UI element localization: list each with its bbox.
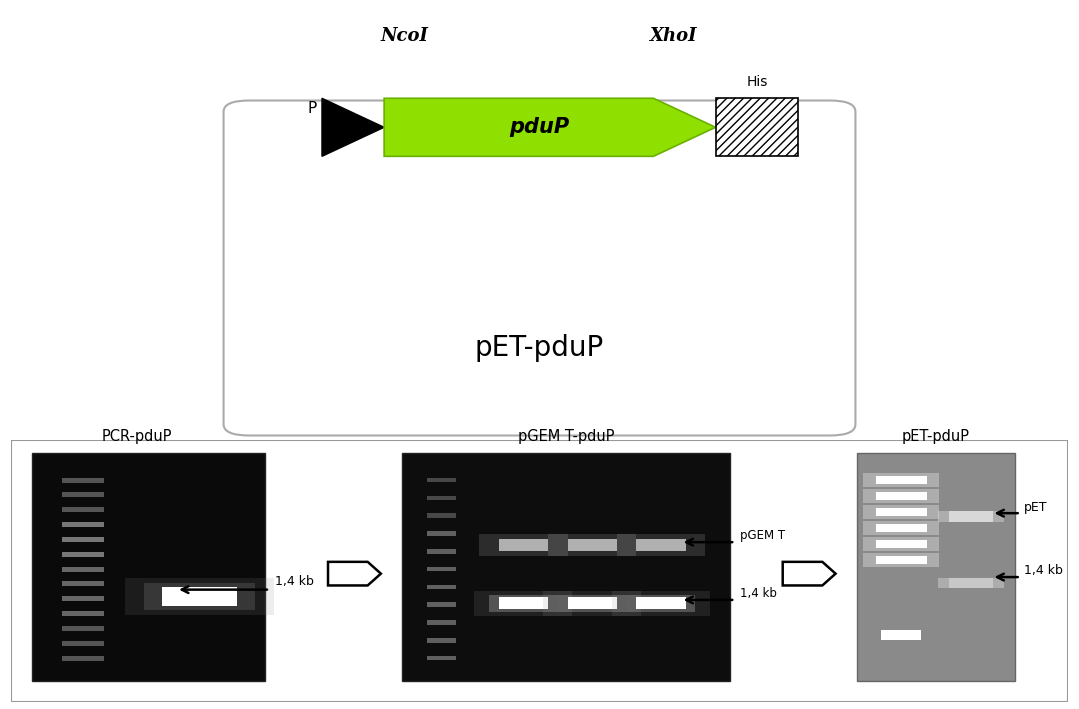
Bar — [863, 553, 939, 566]
Bar — [125, 579, 274, 615]
Polygon shape — [384, 99, 715, 156]
Text: P: P — [308, 101, 317, 116]
Bar — [489, 595, 558, 612]
Bar — [948, 578, 993, 588]
Bar — [426, 549, 456, 554]
Text: pET: pET — [1024, 501, 1048, 515]
Bar — [498, 539, 548, 551]
Bar — [63, 626, 104, 631]
Text: pduP: pduP — [509, 117, 570, 138]
Bar — [876, 491, 927, 501]
Bar — [63, 522, 104, 527]
Bar — [479, 535, 568, 556]
Bar — [543, 591, 641, 615]
Polygon shape — [782, 562, 835, 586]
Bar — [637, 597, 685, 610]
Text: 1,4 kb: 1,4 kb — [275, 575, 314, 588]
Bar — [426, 513, 456, 518]
Bar — [63, 596, 104, 601]
Bar — [426, 531, 456, 536]
Text: pGEM T: pGEM T — [740, 529, 786, 542]
Bar — [548, 535, 637, 556]
Bar — [715, 99, 798, 156]
Text: PCR-pduP: PCR-pduP — [101, 428, 172, 444]
Bar — [617, 535, 706, 556]
Text: NcoI: NcoI — [381, 27, 428, 45]
Text: XhoI: XhoI — [651, 27, 698, 45]
Bar — [63, 641, 104, 646]
Bar — [63, 493, 104, 498]
Bar — [637, 539, 685, 551]
Bar — [948, 511, 993, 522]
Bar — [426, 656, 456, 660]
Bar — [568, 597, 617, 610]
Bar — [857, 452, 1015, 681]
Bar — [63, 656, 104, 661]
Bar — [558, 595, 627, 612]
Polygon shape — [328, 562, 381, 586]
Text: T7: T7 — [327, 120, 339, 130]
Bar — [63, 507, 104, 513]
Bar — [63, 611, 104, 616]
Text: 1,4 kb: 1,4 kb — [740, 587, 777, 600]
Text: 1,4 kb: 1,4 kb — [1024, 564, 1063, 577]
Text: His: His — [747, 75, 768, 89]
Bar — [162, 587, 236, 605]
Bar — [32, 452, 264, 681]
Bar — [876, 508, 927, 516]
Bar — [863, 506, 939, 518]
Bar — [426, 566, 456, 571]
Bar — [863, 537, 939, 551]
Bar — [144, 583, 256, 610]
Text: pGEM T-pduP: pGEM T-pduP — [518, 428, 614, 444]
Bar — [63, 566, 104, 571]
Bar — [876, 476, 927, 484]
Bar — [426, 478, 456, 482]
Bar — [612, 591, 710, 615]
Bar — [426, 496, 456, 500]
Bar — [426, 638, 456, 642]
Bar — [426, 603, 456, 607]
Text: pET-pduP: pET-pduP — [475, 335, 604, 362]
Bar — [863, 521, 939, 535]
Bar — [63, 537, 104, 542]
Bar — [882, 630, 921, 640]
Bar — [474, 591, 573, 615]
Bar — [938, 511, 1005, 522]
Bar — [402, 452, 729, 681]
Bar — [863, 474, 939, 486]
Bar — [938, 578, 1005, 588]
Bar — [426, 585, 456, 589]
Bar — [876, 540, 927, 548]
Bar — [63, 581, 104, 586]
Polygon shape — [322, 99, 384, 156]
Bar — [426, 620, 456, 625]
Bar — [627, 595, 696, 612]
FancyBboxPatch shape — [223, 101, 856, 435]
Bar — [863, 489, 939, 503]
Text: pET-pduP: pET-pduP — [902, 428, 970, 444]
Bar — [568, 539, 617, 551]
Bar — [876, 524, 927, 532]
Bar — [63, 478, 104, 483]
Bar — [876, 556, 927, 564]
Bar — [498, 597, 548, 610]
Bar — [63, 552, 104, 557]
